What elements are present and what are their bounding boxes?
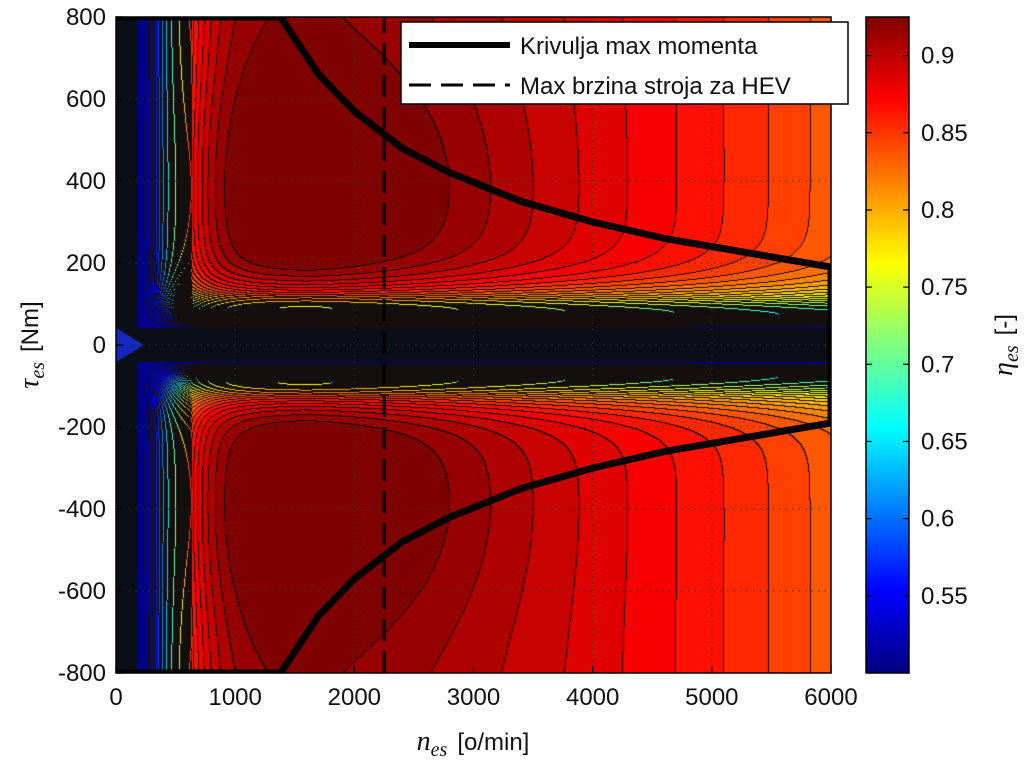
x-tick-label: 4000	[566, 684, 619, 711]
colorbar-symbol: η	[988, 362, 1019, 376]
colorbar-gradient	[866, 17, 909, 673]
y-tick-label: 0	[93, 332, 106, 359]
series-layer	[116, 17, 831, 673]
legend-box	[400, 21, 849, 105]
x-axis-symbol: n	[417, 726, 431, 757]
y-tick-label: 800	[66, 4, 106, 31]
y-tick-label: 200	[66, 250, 106, 277]
colorbar-tick-label: 0.65	[921, 428, 968, 455]
x-axis-ticks: 0 1000 2000 3000 4000 5000 6000	[109, 666, 858, 711]
y-axis-unit: [Nm]	[17, 301, 44, 352]
colorbar-ticks: 0.9 0.85 0.8 0.75 0.7 0.65 0.6 0.55	[866, 43, 968, 610]
x-tick-label: 1000	[208, 684, 261, 711]
plot-area	[116, 17, 831, 673]
y-axis-subscript: es	[27, 362, 49, 379]
max-torque-curve	[116, 17, 831, 673]
colorbar-tick-label: 0.6	[921, 506, 954, 533]
legend-label-max-speed: Max brzina stroja za HEV	[520, 73, 791, 100]
colorbar-tick-label: 0.7	[921, 351, 954, 378]
x-axis-unit: [o/min]	[457, 729, 529, 756]
x-axis-label: nes [o/min]	[417, 726, 530, 760]
x-tick-label: 0	[109, 684, 122, 711]
colorbar-subscript: es	[1001, 345, 1023, 362]
y-tick-label: -200	[58, 414, 106, 441]
y-tick-label: 600	[66, 86, 106, 113]
colorbar-tick-label: 0.8	[921, 197, 954, 224]
y-axis-symbol: τ	[14, 378, 45, 389]
y-tick-label: -800	[58, 660, 106, 687]
colorbar-tick-label: 0.55	[921, 583, 968, 610]
legend-label-max-torque: Krivulja max momenta	[520, 33, 758, 60]
colorbar-label: ηes [-]	[988, 314, 1023, 376]
y-tick-label: -400	[58, 496, 106, 523]
x-tick-label: 6000	[804, 684, 857, 711]
colorbar-tick-label: 0.75	[921, 274, 968, 301]
colorbar-tick-label: 0.9	[921, 43, 954, 70]
y-axis-label: τes [Nm]	[14, 301, 49, 388]
y-tick-label: 400	[66, 168, 106, 195]
x-tick-label: 3000	[447, 684, 500, 711]
y-axis-ticks: 800 600 400 200 0 -200 -400 -600 -800	[58, 4, 123, 687]
y-tick-label: -600	[58, 578, 106, 605]
colorbar-frame	[865, 16, 910, 674]
colorbar-unit: [-]	[991, 314, 1018, 335]
x-axis-subscript: es	[431, 739, 448, 760]
colorbar: 0.9 0.85 0.8 0.75 0.7 0.65 0.6 0.55 ηes [-]	[865, 16, 1023, 674]
colorbar-tick-label: 0.85	[921, 120, 968, 147]
x-tick-label: 5000	[685, 684, 738, 711]
legend: Krivulja max momenta Max brzina stroja z…	[400, 21, 849, 105]
x-tick-label: 2000	[328, 684, 381, 711]
